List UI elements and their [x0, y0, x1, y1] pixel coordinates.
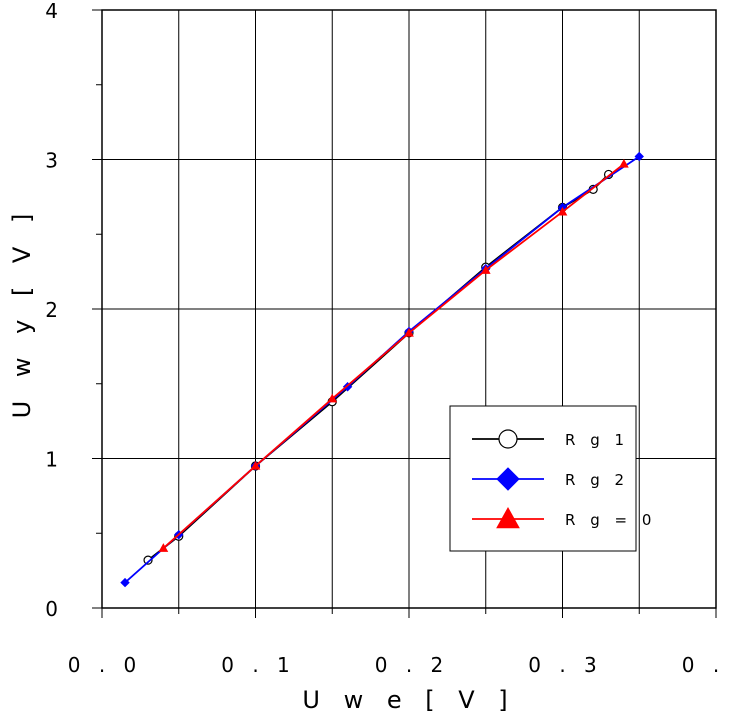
data-point: [480, 265, 491, 274]
data-point: [557, 206, 568, 216]
data-point: [143, 555, 153, 565]
legend-label: R g 1: [565, 431, 629, 449]
y-tick-label: 4: [45, 0, 64, 23]
x-axis-label: U w e [ V ]: [302, 686, 515, 714]
x-tick-label: 0 . 0: [68, 653, 143, 677]
legend-marker: [498, 429, 518, 449]
series: [120, 151, 644, 588]
x-tick-label: 0 . 2: [375, 653, 450, 677]
data-point: [634, 151, 644, 162]
legend: R g 1 R g 2 R g = 0: [449, 405, 656, 552]
data-point: [404, 327, 414, 337]
data-point: [158, 543, 169, 552]
x-tick-label: 0 . 1: [221, 653, 296, 677]
legend-marker: [496, 467, 520, 491]
data-point: [250, 460, 261, 470]
legend-label: R g 2: [565, 471, 629, 489]
y-tick-label: 0: [45, 597, 64, 621]
x-tick-label: 0 . 4: [682, 653, 729, 677]
data-point: [619, 158, 629, 168]
y-tick-label: 1: [45, 448, 64, 472]
y-tick-label: 3: [45, 149, 64, 173]
tick-labels: 0 . 0 0 . 1 0 . 2 0 . 3 0 . 4 0 1 2 3 4: [45, 0, 729, 677]
x-tick-label: 0 . 3: [528, 653, 603, 677]
series-3: [158, 158, 629, 552]
y-axis-label: U w y [ V ]: [8, 206, 36, 419]
data-point: [327, 393, 338, 403]
y-tick-label: 2: [45, 298, 64, 322]
legend-marker: [496, 506, 520, 529]
legend-label: R g = 0: [565, 511, 656, 529]
axis-ticks: [92, 9, 717, 618]
grid: [102, 10, 716, 608]
data-point: [120, 577, 130, 588]
